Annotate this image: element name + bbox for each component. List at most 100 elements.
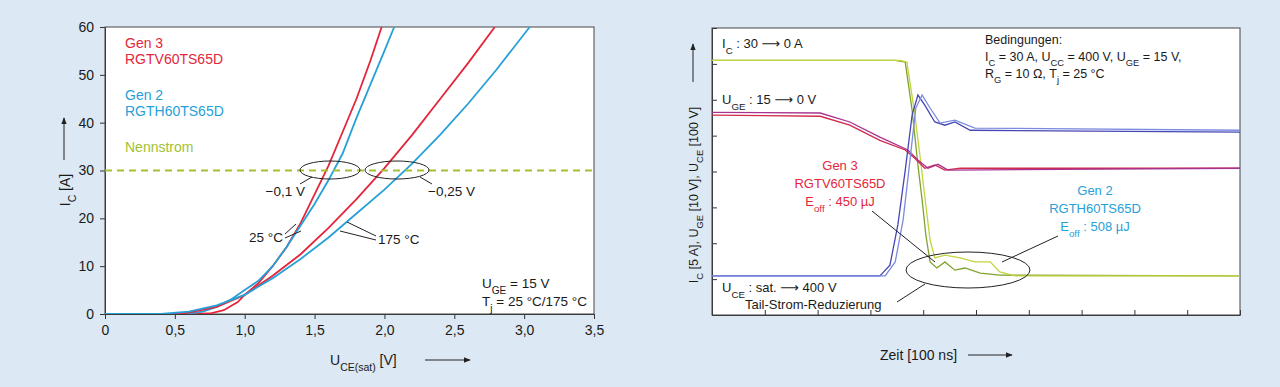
note-label: Gen 3 — [822, 158, 857, 173]
tick-label: 2,5 — [445, 322, 465, 338]
series-line — [712, 115, 1240, 170]
condition-text: Tj = 25 °C/175 °C — [482, 294, 587, 314]
tick-mark — [175, 314, 176, 319]
legend-label: RGTV60TS65D — [125, 51, 223, 67]
tick-label: 50 — [78, 67, 94, 83]
x-axis-title: UCE(sat) [V] — [330, 352, 397, 373]
tick-mark — [245, 314, 246, 319]
tick-label: 30 — [78, 162, 94, 178]
tick-mark — [712, 243, 717, 244]
tick-label: 20 — [78, 210, 94, 226]
tick — [712, 136, 717, 137]
tick: 2,5 — [445, 314, 465, 338]
tick-label: 40 — [78, 115, 94, 131]
tick: 60 — [78, 19, 105, 35]
condition-text: Bedingungen: — [985, 33, 1062, 47]
text-run: R — [985, 67, 994, 81]
tick-label: 0 — [102, 322, 110, 338]
tick: 20 — [78, 210, 105, 226]
tick — [1082, 310, 1083, 315]
note-label: RGTH60TS65D — [1049, 201, 1141, 216]
legend-label: Gen 3 — [125, 35, 163, 51]
plot-frame — [105, 27, 594, 314]
tick — [923, 310, 924, 315]
text-run: U — [722, 280, 731, 295]
tick-mark — [384, 314, 385, 319]
tick-mark — [1029, 310, 1030, 315]
axis-arrow — [693, 44, 694, 82]
highlight-ellipse — [365, 161, 429, 179]
text-run: : 30 ⟶ 0 A — [733, 36, 803, 51]
tick-mark — [712, 172, 717, 173]
y-axis-title: IC [A] — [57, 174, 78, 207]
tick-mark — [712, 100, 717, 101]
tick-mark — [100, 75, 105, 76]
plot-area — [712, 28, 1240, 315]
text-run: U — [722, 92, 731, 107]
tick-mark — [100, 218, 105, 219]
tick: 0 — [102, 314, 110, 338]
tick-label: 60 — [78, 19, 94, 35]
tick — [1134, 310, 1135, 315]
y-axis-title: IC [5 A], UGE [10 V], UCE [100 V] — [687, 107, 705, 283]
highlight-ellipse — [300, 161, 360, 179]
tick: 1,0 — [235, 314, 255, 338]
tick — [1029, 310, 1030, 315]
tick-mark — [454, 314, 455, 319]
text-run: U — [330, 352, 340, 368]
tick-label: 0,5 — [166, 322, 186, 338]
text-run: T — [482, 294, 490, 309]
text-run: [V] — [376, 352, 397, 368]
chart: Zeit [100 ns]IC [5 A], UGE [10 V], UCE [… — [687, 28, 1241, 363]
subscript: G — [994, 75, 1001, 85]
subscript: GE — [1126, 58, 1140, 68]
legend-label: RGTH60TS65D — [125, 103, 224, 119]
subscript: CE(sat) — [340, 361, 376, 373]
note-label: Eoff : 508 µJ — [1060, 219, 1129, 239]
tick-mark — [1187, 310, 1188, 315]
tick-label: 10 — [78, 258, 94, 274]
series-line — [712, 112, 1240, 170]
tick: 50 — [78, 67, 105, 83]
subscript: off — [1069, 228, 1080, 239]
text-run: = 15 V — [506, 276, 549, 291]
subscript: GE — [731, 101, 746, 112]
plot-lines — [105, 27, 594, 314]
text-run: E — [1060, 219, 1069, 234]
series-line — [105, 27, 495, 314]
tick-mark — [594, 314, 595, 319]
tick — [712, 172, 717, 173]
text-run: = 30 A, U — [995, 50, 1050, 64]
text-run: : sat. ⟶ 400 V — [745, 280, 837, 295]
series-line — [712, 95, 1240, 276]
tick: 2,0 — [375, 314, 395, 338]
text-run: : 508 µJ — [1080, 219, 1130, 234]
tick-label: 1,0 — [235, 322, 255, 338]
tick — [976, 310, 977, 315]
background — [0, 0, 1280, 387]
text-run: [100 V] — [687, 107, 701, 150]
subscript: GE — [695, 215, 705, 229]
text-run: : 15 ⟶ 0 V — [745, 92, 816, 107]
leader-line — [300, 177, 312, 184]
tick-mark — [923, 310, 924, 315]
axis-arrow — [64, 118, 65, 160]
leader-line — [340, 231, 376, 240]
text-run: = 10 Ω, T — [1001, 67, 1057, 81]
annotation: 25 °C — [249, 230, 283, 245]
note-label: RGTV60TS65D — [794, 176, 885, 191]
tick — [712, 207, 717, 208]
tick: 3,5 — [585, 314, 605, 338]
tick: 40 — [78, 115, 105, 131]
leader-line — [420, 177, 432, 184]
annotation: IC : 30 ⟶ 0 A — [722, 36, 803, 56]
annotation: Tail-Strom-Reduzierung — [745, 297, 882, 312]
tick-mark — [712, 207, 717, 208]
tick-mark — [1134, 310, 1135, 315]
tick-mark — [100, 27, 105, 28]
tick-mark — [712, 136, 717, 137]
tick-label: 2,0 — [375, 322, 395, 338]
leader-line — [872, 211, 935, 262]
tick-label: 3,0 — [515, 322, 535, 338]
legend-label: Gen 2 — [125, 87, 163, 103]
